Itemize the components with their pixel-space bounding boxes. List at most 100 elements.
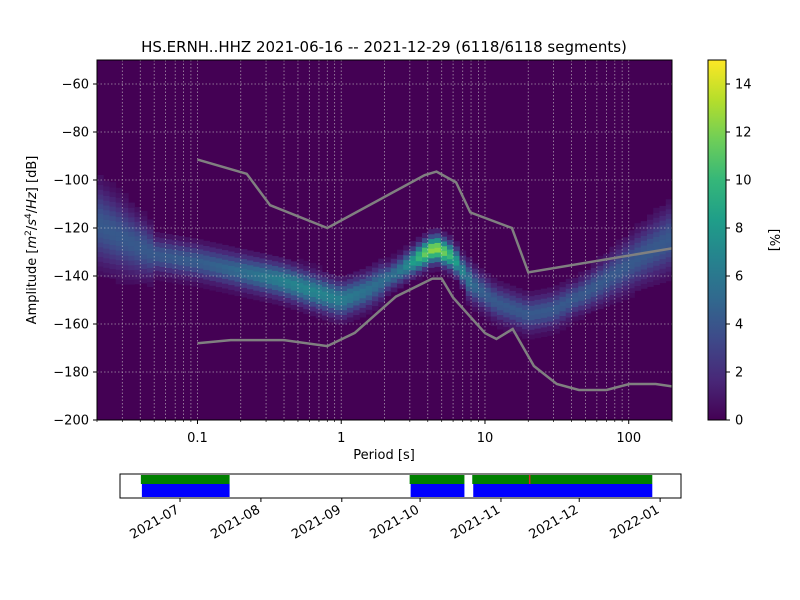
heatmap-cell bbox=[147, 262, 154, 268]
heatmap-cell bbox=[328, 278, 335, 285]
heatmap-cell bbox=[165, 272, 173, 278]
heatmap-cell bbox=[209, 246, 217, 253]
heatmap-cell bbox=[628, 263, 635, 270]
heatmap-cell bbox=[640, 278, 648, 284]
heatmap-cell bbox=[315, 308, 323, 314]
colorbar: 0 2 4 6 8 10 12 14 [%] bbox=[707, 59, 781, 429]
heatmap-cell bbox=[372, 267, 379, 273]
heatmap-cell bbox=[353, 271, 360, 277]
heatmap-cell bbox=[378, 277, 385, 284]
heatmap-cell bbox=[534, 333, 542, 339]
heatmap-cell bbox=[109, 196, 117, 202]
heatmap-cell bbox=[378, 292, 385, 298]
heatmap-cell bbox=[278, 286, 285, 292]
heatmap-cell bbox=[415, 270, 423, 276]
heatmap-cell bbox=[247, 293, 254, 299]
heatmap-cell bbox=[272, 299, 279, 305]
heatmap-cell bbox=[259, 277, 267, 283]
heatmap-cell bbox=[609, 280, 617, 286]
heatmap-cell bbox=[572, 306, 579, 312]
heatmap-cell bbox=[534, 318, 542, 324]
heatmap-cell bbox=[615, 239, 623, 245]
heatmap-cell bbox=[197, 253, 204, 259]
heatmap-cell bbox=[659, 253, 667, 260]
heatmap-cell bbox=[272, 256, 279, 262]
heatmap-cell bbox=[540, 317, 548, 323]
heatmap-cell bbox=[465, 281, 473, 287]
heatmap-cell bbox=[178, 274, 185, 280]
heatmap-cell bbox=[165, 253, 173, 259]
heatmap-cell bbox=[397, 249, 404, 255]
heatmap-cell bbox=[659, 229, 667, 236]
heatmap-cell bbox=[522, 304, 529, 311]
heatmap-cell bbox=[515, 331, 523, 337]
heatmap-cell bbox=[428, 253, 435, 259]
heatmap-cell bbox=[497, 285, 504, 292]
heatmap-cell bbox=[415, 275, 423, 281]
heatmap-cell bbox=[647, 262, 654, 268]
heatmap-cell bbox=[303, 284, 310, 291]
heatmap-cell bbox=[172, 235, 179, 241]
heatmap-cell bbox=[647, 272, 654, 278]
heatmap-cell bbox=[134, 269, 142, 275]
heatmap-cell bbox=[365, 309, 373, 315]
heatmap-cell bbox=[178, 250, 185, 256]
heatmap-cell bbox=[584, 298, 592, 304]
heatmap-cell bbox=[103, 233, 110, 240]
heatmap-cell bbox=[209, 256, 217, 262]
heatmap-cell bbox=[665, 223, 672, 229]
heatmap-cell bbox=[447, 249, 454, 255]
heatmap-cell bbox=[478, 268, 485, 274]
heatmap-cell bbox=[597, 303, 604, 310]
heatmap-cell bbox=[572, 297, 579, 303]
heatmap-cell bbox=[297, 268, 304, 274]
heatmap-cell bbox=[215, 248, 223, 254]
heatmap-cell bbox=[559, 291, 567, 297]
heatmap-cell bbox=[440, 250, 448, 256]
heatmap-cell bbox=[553, 328, 560, 334]
heatmap-cell bbox=[209, 285, 217, 291]
heatmap-cell bbox=[540, 331, 548, 338]
heatmap-cell bbox=[122, 274, 129, 280]
heatmap-cell bbox=[453, 246, 460, 252]
heatmap-cell bbox=[603, 258, 610, 264]
heatmap-cell bbox=[565, 321, 573, 328]
heatmap-cell bbox=[147, 219, 154, 225]
heatmap-cell bbox=[109, 201, 117, 207]
heatmap-cell bbox=[659, 277, 667, 284]
heatmap-cell bbox=[365, 299, 373, 305]
heatmap-cell bbox=[622, 275, 629, 281]
heatmap-cell bbox=[503, 283, 510, 289]
heatmap-cell bbox=[590, 282, 598, 288]
heatmap-cell bbox=[215, 253, 223, 259]
availability-timeline: 2021-07 2021-08 2021-09 2021-10 2021-11 2021-… bbox=[119, 473, 682, 543]
heatmap-cell bbox=[665, 204, 672, 210]
heatmap-cell bbox=[440, 255, 448, 261]
heatmap-cell bbox=[428, 233, 435, 240]
heatmap-cell bbox=[159, 257, 167, 263]
heatmap-cell bbox=[315, 279, 323, 285]
heatmap-cell bbox=[528, 324, 535, 330]
heatmap-cell bbox=[503, 302, 510, 308]
heatmap-cell bbox=[265, 283, 273, 289]
heatmap-cell bbox=[553, 299, 560, 305]
heatmap-cell bbox=[522, 309, 529, 315]
x-axis-label: Period [s] bbox=[353, 448, 415, 463]
heatmap-cell bbox=[103, 205, 110, 211]
heatmap-cell bbox=[472, 277, 479, 284]
heatmap-cell bbox=[153, 255, 160, 262]
heatmap-cell bbox=[259, 262, 267, 269]
heatmap-cell bbox=[97, 261, 104, 267]
heatmap-cell bbox=[628, 278, 635, 284]
heatmap-cell bbox=[359, 307, 367, 313]
heatmap-cell bbox=[359, 283, 367, 289]
heatmap-cell bbox=[253, 275, 260, 282]
heatmap-cell bbox=[128, 217, 135, 223]
heatmap-cell bbox=[109, 182, 117, 188]
heatmap-cell bbox=[665, 232, 672, 239]
heatmap-cell bbox=[247, 255, 254, 261]
heatmap-cell bbox=[647, 224, 654, 230]
colorbar-tick-label: 0 bbox=[735, 414, 743, 429]
heatmap-cell bbox=[528, 291, 535, 297]
heatmap-cell bbox=[653, 255, 660, 261]
